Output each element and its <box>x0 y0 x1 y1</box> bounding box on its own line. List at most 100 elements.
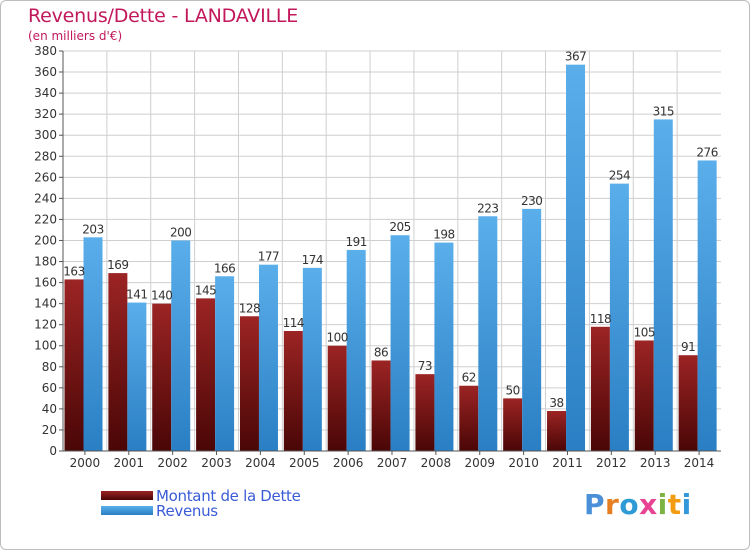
data-label-dette-2003: 145 <box>195 283 216 297</box>
y-tick-label: 260 <box>34 170 57 184</box>
y-tick-label: 20 <box>42 423 57 437</box>
legend-label-dette: Montant de la Dette <box>156 487 301 505</box>
bars <box>64 64 717 452</box>
data-label-dette-2011: 38 <box>549 396 563 410</box>
x-tick-label: 2003 <box>201 456 232 470</box>
bar-dette-2013 <box>634 340 654 451</box>
data-label-revenus-2005: 174 <box>302 253 323 267</box>
logo-letter: t <box>667 488 682 521</box>
data-labels: 163 203 169 141 140 200 145 166 128 177 114 174 100 1… <box>63 50 718 410</box>
x-tick-label: 2014 <box>684 456 715 470</box>
legend-swatch-dette <box>101 491 153 500</box>
data-label-revenus-2000: 203 <box>82 222 103 236</box>
bar-revenus-2006 <box>346 249 366 451</box>
x-tick-label: 2013 <box>640 456 671 470</box>
logo-letter: o <box>619 488 640 521</box>
bar-dette-2007 <box>371 360 391 451</box>
bar-dette-2011 <box>547 411 567 451</box>
bar-dette-2006 <box>327 345 347 451</box>
bar-revenus-2014 <box>697 160 717 451</box>
data-label-revenus-2008: 198 <box>433 228 454 242</box>
y-tick-label: 60 <box>42 381 57 395</box>
bar-revenus-2013 <box>653 119 673 451</box>
y-tick-label: 360 <box>34 65 57 79</box>
data-label-dette-2001: 169 <box>107 258 128 272</box>
y-tick-label: 200 <box>34 233 57 247</box>
bar-revenus-2009 <box>478 216 498 451</box>
bar-dette-2010 <box>503 398 523 451</box>
legend-label-revenus: Revenus <box>156 502 218 520</box>
bar-revenus-2005 <box>302 267 322 451</box>
x-tick-label: 2006 <box>333 456 364 470</box>
data-label-dette-2012: 118 <box>590 312 611 326</box>
y-tick-label: 340 <box>34 86 57 100</box>
data-label-dette-2009: 62 <box>462 371 476 385</box>
proxiti-logo: Proxiti <box>584 488 692 521</box>
x-tick-label: 2004 <box>245 456 276 470</box>
x-tick-label: 2005 <box>289 456 320 470</box>
bar-dette-2008 <box>415 374 435 451</box>
x-tick-label: 2010 <box>508 456 539 470</box>
x-tick-label: 2000 <box>70 456 101 470</box>
bar-revenus-2011 <box>566 64 586 452</box>
y-tick-label: 40 <box>42 402 57 416</box>
x-tick-label: 2011 <box>552 456 583 470</box>
bar-revenus-2001 <box>127 302 147 451</box>
data-label-dette-2002: 140 <box>151 289 172 303</box>
data-label-dette-2005: 114 <box>283 316 304 330</box>
y-tick-label: 80 <box>42 360 57 374</box>
x-tick-label: 2002 <box>157 456 188 470</box>
y-tick-label: 160 <box>34 276 57 290</box>
chart-subtitle: (en milliers d'€) <box>28 29 123 43</box>
logo-letter: i <box>681 488 692 521</box>
bar-revenus-2012 <box>609 183 629 451</box>
x-tick-label: 2012 <box>596 456 627 470</box>
data-label-dette-2007: 86 <box>374 345 388 359</box>
data-label-revenus-2014: 276 <box>696 145 717 159</box>
data-label-dette-2010: 50 <box>506 383 520 397</box>
bar-revenus-2007 <box>390 235 410 451</box>
x-tick-label: 2007 <box>377 456 408 470</box>
logo-letter: x <box>639 488 658 521</box>
bar-dette-2005 <box>283 331 303 451</box>
logo-letter: P <box>584 488 606 521</box>
chart-title: Revenus/Dette - LANDAVILLE <box>28 5 299 27</box>
data-label-revenus-2010: 230 <box>521 194 542 208</box>
logo-letter: r <box>605 488 620 521</box>
bar-dette-2009 <box>459 385 479 451</box>
bar-revenus-2002 <box>171 240 191 451</box>
data-label-revenus-2012: 254 <box>609 169 630 183</box>
y-tick-label: 280 <box>34 149 57 163</box>
y-tick-label: 320 <box>34 107 57 121</box>
data-label-dette-2006: 100 <box>326 331 347 345</box>
y-tick-label: 100 <box>34 339 57 353</box>
y-tick-label: 120 <box>34 318 57 332</box>
data-label-dette-2013: 105 <box>634 325 655 339</box>
y-tick-label: 300 <box>34 128 57 142</box>
legend-swatch-revenus <box>101 506 153 515</box>
data-label-revenus-2004: 177 <box>258 250 279 264</box>
y-tick-label: 220 <box>34 212 57 226</box>
x-tick-label: 2001 <box>114 456 145 470</box>
data-label-dette-2000: 163 <box>63 264 84 278</box>
bar-dette-2014 <box>678 355 698 451</box>
bar-dette-2004 <box>239 316 259 451</box>
data-label-revenus-2002: 200 <box>170 225 191 239</box>
bar-dette-2000 <box>64 279 84 451</box>
data-label-dette-2014: 91 <box>681 340 695 354</box>
data-label-revenus-2006: 191 <box>345 235 366 249</box>
data-label-revenus-2013: 315 <box>653 104 674 118</box>
logo-letter: i <box>657 488 668 521</box>
bar-revenus-2003 <box>215 276 235 451</box>
y-tick-label: 180 <box>34 255 57 269</box>
y-tick-label: 140 <box>34 297 57 311</box>
bar-revenus-2008 <box>434 242 454 451</box>
bar-revenus-2010 <box>522 208 542 451</box>
data-label-revenus-2011: 367 <box>565 50 586 64</box>
y-tick-label: 380 <box>34 44 57 58</box>
x-tick-label: 2009 <box>464 456 495 470</box>
data-label-revenus-2009: 223 <box>477 201 498 215</box>
bar-dette-2001 <box>108 273 128 451</box>
